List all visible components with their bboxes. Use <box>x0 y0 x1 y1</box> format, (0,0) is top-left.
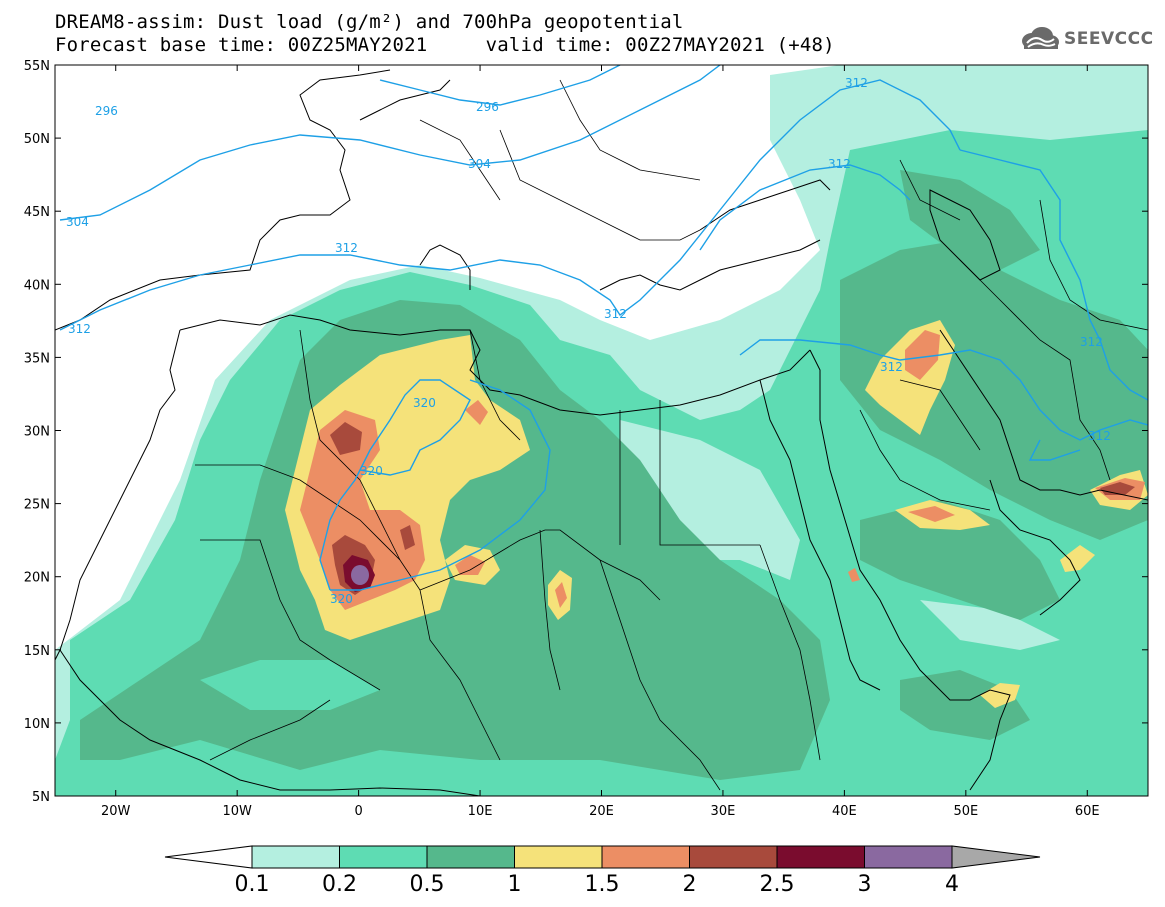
dust-level-1-oman2 <box>1060 545 1095 572</box>
lon-tick-label: 10W <box>222 804 252 819</box>
contour-label: 312 <box>845 76 868 90</box>
colorbar-segment <box>251 845 340 869</box>
lat-tick-label: 50N <box>24 132 50 147</box>
lon-tick-label: 60E <box>1075 804 1100 819</box>
contour-label: 312 <box>1080 335 1103 349</box>
lon-tick-label: 20E <box>589 804 614 819</box>
colorbar-label: 0.5 <box>409 872 445 897</box>
country-borders <box>195 79 1148 791</box>
contour-label: 312 <box>1088 429 1111 443</box>
lon-tick-label: 10E <box>468 804 493 819</box>
colorbar-segment <box>689 845 778 869</box>
dust-level-1.5 <box>300 410 425 610</box>
lon-tick-label: 20W <box>101 804 131 819</box>
contour-label: 320 <box>330 592 353 606</box>
dust-level-4 <box>351 565 369 585</box>
lat-tick-label: 25N <box>24 498 50 513</box>
contour-label-iraq: 312 <box>880 360 903 374</box>
contour-label: 312 <box>828 157 851 171</box>
colorbar-low-arrow <box>164 845 253 869</box>
map-area: 296 296 304 304 312 312 312 312 312 312 … <box>55 65 1148 796</box>
colorbar-segment <box>601 845 690 869</box>
contour-label: 304 <box>468 157 491 171</box>
colorbar-segment <box>339 845 428 869</box>
seevccc-logo: SEEVCCC <box>1018 26 1154 52</box>
cloud-logo-icon <box>1022 27 1059 49</box>
lat-tick-label: 15N <box>24 644 50 659</box>
lat-tick-label: 10N <box>24 717 50 732</box>
lon-tick-label: 30E <box>711 804 736 819</box>
lat-tick-label: 40N <box>24 278 50 293</box>
contour-label: 296 <box>95 104 118 118</box>
colorbar-label: 3 <box>857 872 872 897</box>
dust-clear-patch-2 <box>920 600 1060 650</box>
lat-tick-label: 55N <box>24 59 50 74</box>
contour-label: 304 <box>66 215 89 229</box>
dust-clear-patch-1 <box>620 420 800 580</box>
contour-label: 320 <box>413 396 436 410</box>
colorbar-label: 0.1 <box>234 872 270 897</box>
colorbar-label: 2 <box>682 872 697 897</box>
contour-labels: 296 296 304 304 312 312 312 312 312 312 … <box>66 76 1111 606</box>
lon-tick-label: 50E <box>953 804 978 819</box>
lat-tick-label: 30N <box>24 425 50 440</box>
lon-tick-label: 40E <box>832 804 857 819</box>
colorbar <box>164 845 1041 869</box>
dust-level-2-c <box>400 525 415 550</box>
colorbar-label: 1.5 <box>584 872 620 897</box>
colorbar-label: 1 <box>507 872 522 897</box>
contour-label: 320 <box>360 464 383 478</box>
dust-level-0.5-east <box>840 240 1148 540</box>
colorbar-segment <box>514 845 603 869</box>
lat-tick-label: 5N <box>32 790 50 805</box>
chart-title: DREAM8-assim: Dust load (g/m²) and 700hP… <box>55 11 684 33</box>
colorbar-segment <box>864 845 953 869</box>
dust-shading <box>55 65 1148 796</box>
lat-tick-label: 20N <box>24 571 50 586</box>
colorbar-label: 4 <box>945 872 959 897</box>
contour-label: 312 <box>335 241 358 255</box>
colorbar-segment <box>426 845 515 869</box>
geopotential-contours <box>59 65 1148 591</box>
chart-subtitle: Forecast base time: 00Z25MAY2021 valid t… <box>55 34 835 56</box>
colorbar-label: 2.5 <box>759 872 795 897</box>
colorbar-segment <box>776 845 865 869</box>
dust-level-0.5-arabia <box>860 500 1060 620</box>
dust-level-0.5-caspian <box>900 170 1040 270</box>
dust-level-1.5-b <box>465 400 488 425</box>
dust-level-1-somalia <box>980 683 1020 708</box>
dust-level-1.5-niger <box>455 555 485 575</box>
lat-tick-label: 45N <box>24 205 50 220</box>
longitude-axis: 20W 10W 0 10E 20E 30E 40E 50E 60E <box>101 65 1100 819</box>
dust-level-2 <box>330 422 362 455</box>
colorbar-label: 0.2 <box>322 872 357 897</box>
dust-level-0.2-sahel <box>200 660 380 710</box>
lon-tick-label: 0 <box>354 804 362 819</box>
dust-level-1.5-iraq <box>905 330 940 380</box>
latitude-axis: 55N 50N 45N 40N 35N 30N 25N 20N 15N 10N 5N <box>24 59 1148 805</box>
lat-tick-label: 35N <box>24 351 50 366</box>
contour-label: 312 <box>68 322 91 336</box>
dust-level-1.5-oman <box>908 506 955 522</box>
contour-label: 296 <box>476 100 499 114</box>
colorbar-high-arrow <box>951 845 1041 869</box>
contour-label: 312 <box>604 307 627 321</box>
dust-level-1.5-chad <box>555 582 567 608</box>
logo-text: SEEVCCC <box>1064 29 1154 49</box>
dust-level-1.5-sudan <box>848 568 860 582</box>
